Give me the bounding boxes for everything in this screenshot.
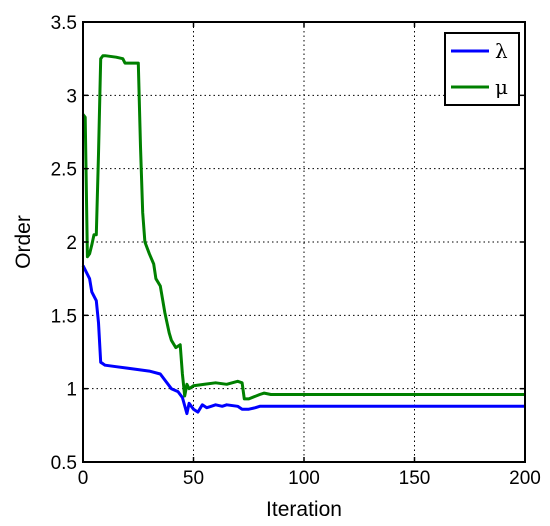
grid-lines xyxy=(83,22,525,462)
y-tick-label: 0.5 xyxy=(51,453,77,474)
y-tick-label: 3.5 xyxy=(51,13,77,34)
legend-label-0: λ xyxy=(495,39,508,63)
y-tick-label: 1.5 xyxy=(51,306,77,327)
series-line-1 xyxy=(81,54,525,401)
x-axis-label: Iteration xyxy=(266,498,342,521)
axis-ticks xyxy=(82,21,526,463)
x-tick-label: 150 xyxy=(399,468,431,489)
x-tick-label: 50 xyxy=(183,468,204,489)
x-tick-label: 100 xyxy=(288,468,320,489)
series-lines xyxy=(81,54,525,416)
y-tick-label: 2.5 xyxy=(51,160,77,181)
y-tick-label: 3 xyxy=(66,86,77,107)
y-tick-label: 2 xyxy=(66,233,77,254)
y-axis-label: Order xyxy=(12,215,35,269)
tick-labels: 0 50 100 150 200 0.5 1 1.5 2 2.5 3 3.5 xyxy=(51,13,541,489)
legend-label-1: μ xyxy=(495,75,508,99)
x-tick-label: 200 xyxy=(509,468,541,489)
y-tick-label: 1 xyxy=(66,380,77,401)
legend: λμ xyxy=(444,32,520,106)
x-tick-label: 0 xyxy=(78,468,89,489)
series-line-0 xyxy=(81,264,525,416)
legend-box xyxy=(444,32,520,106)
